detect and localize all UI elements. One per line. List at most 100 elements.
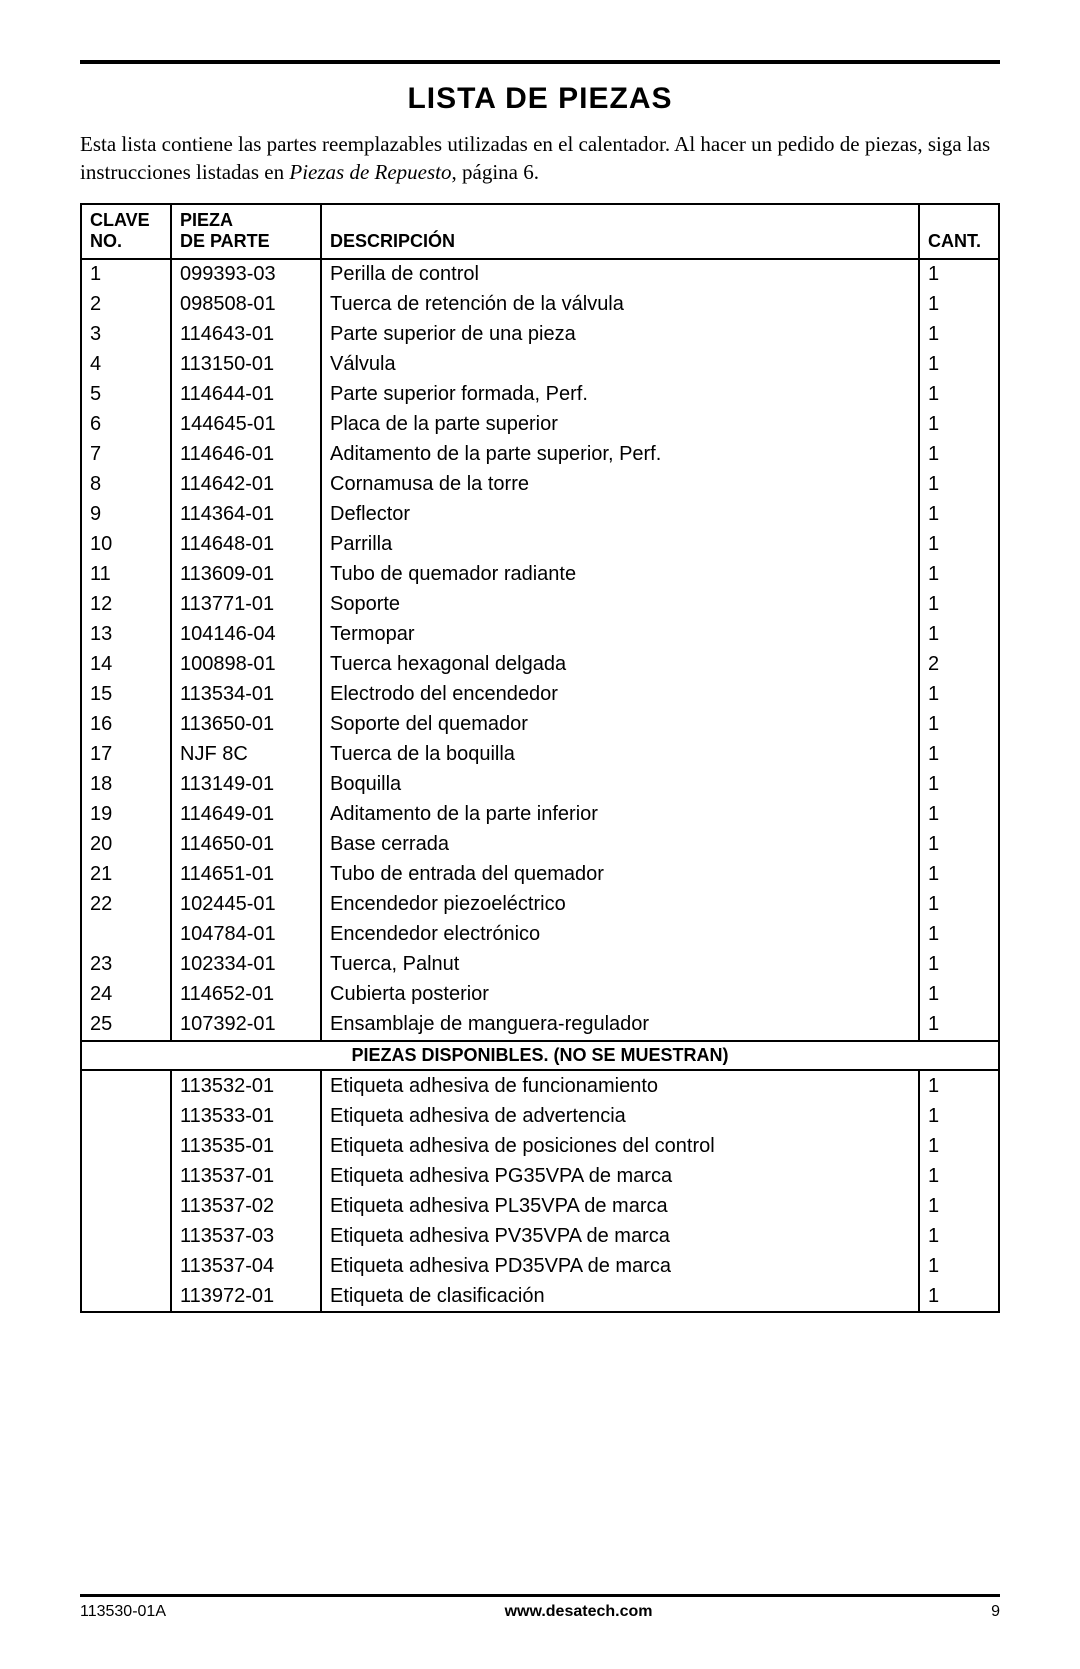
cell-clave: 15 [81, 680, 171, 710]
cell-qty: 1 [919, 830, 999, 860]
cell-qty: 1 [919, 380, 999, 410]
cell-part: 099393-03 [171, 259, 321, 290]
cell-desc: Tubo de quemador radiante [321, 560, 919, 590]
table-row: 113535-01Etiqueta adhesiva de posiciones… [81, 1131, 999, 1161]
table-row: 16113650-01Soporte del quemador1 [81, 710, 999, 740]
cell-clave: 20 [81, 830, 171, 860]
cell-qty: 1 [919, 1070, 999, 1101]
cell-clave [81, 920, 171, 950]
cell-qty: 1 [919, 740, 999, 770]
table-row: 20114650-01Base cerrada1 [81, 830, 999, 860]
cell-clave [81, 1281, 171, 1312]
header-pieza: PIEZA DE PARTE [171, 204, 321, 259]
cell-desc: Aditamento de la parte superior, Perf. [321, 440, 919, 470]
cell-qty: 1 [919, 560, 999, 590]
cell-part: 114652-01 [171, 980, 321, 1010]
cell-desc: Parte superior de una pieza [321, 320, 919, 350]
cell-clave: 25 [81, 1010, 171, 1041]
cell-qty: 1 [919, 800, 999, 830]
cell-qty: 1 [919, 680, 999, 710]
header-cant: CANT. [919, 204, 999, 259]
table-row: 13104146-04Termopar1 [81, 620, 999, 650]
cell-clave [81, 1251, 171, 1281]
table-row: 23102334-01Tuerca, Palnut1 [81, 950, 999, 980]
cell-qty: 2 [919, 650, 999, 680]
cell-part: 114646-01 [171, 440, 321, 470]
cell-desc: Cornamusa de la torre [321, 470, 919, 500]
cell-part: 113532-01 [171, 1070, 321, 1101]
cell-clave: 3 [81, 320, 171, 350]
cell-part: 113537-02 [171, 1191, 321, 1221]
cell-part: 104784-01 [171, 920, 321, 950]
cell-clave: 24 [81, 980, 171, 1010]
cell-part: 144645-01 [171, 410, 321, 440]
cell-desc: Tuerca, Palnut [321, 950, 919, 980]
cell-clave [81, 1221, 171, 1251]
cell-qty: 1 [919, 1010, 999, 1041]
top-rule [80, 60, 1000, 64]
table-row: 8114642-01Cornamusa de la torre1 [81, 470, 999, 500]
cell-clave: 2 [81, 290, 171, 320]
table-row: 113533-01Etiqueta adhesiva de advertenci… [81, 1101, 999, 1131]
cell-desc: Perilla de control [321, 259, 919, 290]
cell-desc: Etiqueta adhesiva PV35VPA de marca [321, 1221, 919, 1251]
cell-qty: 1 [919, 530, 999, 560]
header-clave-l1: CLAVE [90, 210, 150, 230]
table-row: 5114644-01Parte superior formada, Perf.1 [81, 380, 999, 410]
cell-desc: Encendedor piezoeléctrico [321, 890, 919, 920]
cell-desc: Tuerca de la boquilla [321, 740, 919, 770]
table-row: 12113771-01Soporte1 [81, 590, 999, 620]
cell-part: 114643-01 [171, 320, 321, 350]
cell-clave: 23 [81, 950, 171, 980]
table-row: 19114649-01Aditamento de la parte inferi… [81, 800, 999, 830]
table-row: 1099393-03Perilla de control1 [81, 259, 999, 290]
cell-clave: 14 [81, 650, 171, 680]
cell-part: 113535-01 [171, 1131, 321, 1161]
cell-desc: Encendedor electrónico [321, 920, 919, 950]
cell-clave: 8 [81, 470, 171, 500]
cell-desc: Etiqueta de clasificación [321, 1281, 919, 1312]
cell-qty: 1 [919, 1101, 999, 1131]
table-row: 17NJF 8CTuerca de la boquilla1 [81, 740, 999, 770]
parts-table: CLAVE NO. PIEZA DE PARTE DESCRIPCIÓN CAN… [80, 203, 1000, 1314]
cell-part: 114648-01 [171, 530, 321, 560]
cell-clave [81, 1161, 171, 1191]
cell-desc: Cubierta posterior [321, 980, 919, 1010]
cell-qty: 1 [919, 350, 999, 380]
cell-clave: 4 [81, 350, 171, 380]
cell-desc: Deflector [321, 500, 919, 530]
cell-part: 102445-01 [171, 890, 321, 920]
cell-part: 114364-01 [171, 500, 321, 530]
cell-clave: 17 [81, 740, 171, 770]
cell-clave: 18 [81, 770, 171, 800]
header-cant-label: CANT. [928, 231, 981, 251]
cell-part: 113537-03 [171, 1221, 321, 1251]
cell-part: 114642-01 [171, 470, 321, 500]
cell-desc: Electrodo del encendedor [321, 680, 919, 710]
cell-desc: Parrilla [321, 530, 919, 560]
cell-clave: 19 [81, 800, 171, 830]
cell-clave: 9 [81, 500, 171, 530]
table-row: 4113150-01Válvula1 [81, 350, 999, 380]
cell-qty: 1 [919, 860, 999, 890]
table-row: 2098508-01Tuerca de retención de la válv… [81, 290, 999, 320]
table-row: 11113609-01Tubo de quemador radiante1 [81, 560, 999, 590]
cell-part: 113537-01 [171, 1161, 321, 1191]
table-row: 113537-03Etiqueta adhesiva PV35VPA de ma… [81, 1221, 999, 1251]
cell-qty: 1 [919, 290, 999, 320]
cell-part: 114650-01 [171, 830, 321, 860]
cell-part: 113150-01 [171, 350, 321, 380]
cell-part: 098508-01 [171, 290, 321, 320]
cell-part: 113972-01 [171, 1281, 321, 1312]
cell-desc: Etiqueta adhesiva de advertencia [321, 1101, 919, 1131]
cell-desc: Parte superior formada, Perf. [321, 380, 919, 410]
cell-clave [81, 1101, 171, 1131]
cell-qty: 1 [919, 1251, 999, 1281]
cell-desc: Etiqueta adhesiva de posiciones del cont… [321, 1131, 919, 1161]
cell-desc: Soporte [321, 590, 919, 620]
cell-clave: 12 [81, 590, 171, 620]
cell-clave: 10 [81, 530, 171, 560]
footer-right: 9 [991, 1603, 1000, 1621]
cell-desc: Tubo de entrada del quemador [321, 860, 919, 890]
cell-part: 113149-01 [171, 770, 321, 800]
